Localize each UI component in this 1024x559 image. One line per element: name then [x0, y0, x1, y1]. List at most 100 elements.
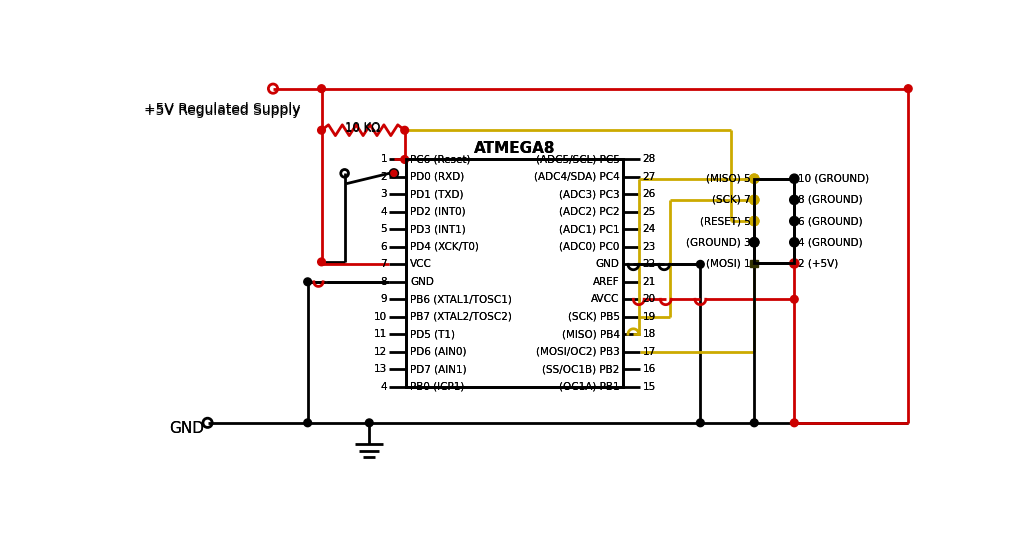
Text: 2 (+5V): 2 (+5V): [798, 258, 839, 268]
Text: 4 (GROUND): 4 (GROUND): [798, 237, 863, 247]
Text: 8 (GROUND): 8 (GROUND): [798, 195, 863, 205]
Text: (SS/OC1B) PB2: (SS/OC1B) PB2: [542, 364, 620, 374]
Circle shape: [790, 195, 799, 205]
Text: PD7 (AIN1): PD7 (AIN1): [410, 364, 467, 374]
Circle shape: [366, 419, 373, 427]
Text: +5V Regulated Supply: +5V Regulated Supply: [144, 104, 301, 118]
Text: GND: GND: [410, 277, 434, 287]
Text: PB7 (XTAL2/TOSC2): PB7 (XTAL2/TOSC2): [410, 312, 512, 322]
Text: 4: 4: [380, 207, 387, 217]
Text: 2: 2: [380, 172, 387, 182]
Text: PD6 (AIN0): PD6 (AIN0): [410, 347, 467, 357]
Bar: [407, 159, 624, 387]
Text: 15: 15: [643, 382, 655, 392]
Text: 6: 6: [380, 242, 387, 252]
Text: (ADC1) PC1: (ADC1) PC1: [559, 224, 620, 234]
Text: 10 (GROUND): 10 (GROUND): [798, 174, 869, 184]
Text: 2 (+5V): 2 (+5V): [798, 258, 839, 268]
Text: (SS/OC1B) PB2: (SS/OC1B) PB2: [542, 364, 620, 374]
Circle shape: [750, 216, 759, 226]
Text: 9: 9: [380, 294, 387, 304]
Text: 20: 20: [643, 294, 655, 304]
Text: ATMEGA8: ATMEGA8: [474, 141, 556, 155]
Text: 7: 7: [380, 259, 387, 269]
Circle shape: [750, 195, 759, 205]
Text: 27: 27: [643, 172, 655, 182]
Text: 17: 17: [643, 347, 655, 357]
Text: (OC1A) PB1: (OC1A) PB1: [559, 382, 620, 392]
Text: (OC1A) PB1: (OC1A) PB1: [559, 382, 620, 392]
Text: 16: 16: [643, 364, 655, 374]
Text: 4 (GROUND): 4 (GROUND): [798, 237, 863, 247]
Text: (ADC2) PC2: (ADC2) PC2: [559, 207, 620, 217]
Text: 26: 26: [643, 190, 655, 200]
Text: 21: 21: [643, 277, 655, 287]
Text: 13: 13: [374, 364, 387, 374]
Text: 20: 20: [643, 294, 655, 304]
Text: 10 (GROUND): 10 (GROUND): [798, 174, 869, 184]
Text: (RESET) 5: (RESET) 5: [699, 216, 751, 226]
Circle shape: [751, 419, 758, 427]
Text: 28: 28: [643, 154, 655, 164]
Text: VCC: VCC: [410, 259, 432, 269]
Text: 6: 6: [380, 242, 387, 252]
Text: 15: 15: [643, 382, 655, 392]
Text: (MISO) PB4: (MISO) PB4: [561, 329, 620, 339]
Text: 24: 24: [643, 224, 655, 234]
Text: 18: 18: [643, 329, 655, 339]
Text: GND: GND: [596, 259, 620, 269]
Text: 22: 22: [643, 259, 655, 269]
Text: (SCK) 7: (SCK) 7: [712, 195, 751, 205]
Text: 23: 23: [643, 242, 655, 252]
Text: (ADC3) PC3: (ADC3) PC3: [559, 190, 620, 200]
Text: AVCC: AVCC: [591, 294, 620, 304]
Text: GND: GND: [596, 259, 620, 269]
Text: PD6 (AIN0): PD6 (AIN0): [410, 347, 467, 357]
Text: GND: GND: [169, 421, 204, 436]
Text: (ADC0) PC0: (ADC0) PC0: [559, 242, 620, 252]
Text: (MOSI) 1: (MOSI) 1: [706, 258, 751, 268]
Circle shape: [750, 216, 759, 226]
Text: 19: 19: [643, 312, 655, 322]
Text: 2: 2: [380, 172, 387, 182]
Circle shape: [400, 126, 409, 134]
Circle shape: [750, 174, 759, 183]
Text: 3: 3: [380, 190, 387, 200]
Text: PD3 (INT1): PD3 (INT1): [410, 224, 466, 234]
Text: (SCK) PB5: (SCK) PB5: [567, 312, 620, 322]
Circle shape: [791, 295, 798, 303]
Text: 26: 26: [643, 190, 655, 200]
Text: (ADC1) PC1: (ADC1) PC1: [559, 224, 620, 234]
Circle shape: [317, 258, 326, 266]
Text: 5: 5: [380, 224, 387, 234]
Text: AREF: AREF: [593, 277, 620, 287]
Text: (GROUND) 3: (GROUND) 3: [686, 237, 751, 247]
Text: (ADC4/SDA) PC4: (ADC4/SDA) PC4: [534, 172, 620, 182]
Text: PD5 (T1): PD5 (T1): [410, 329, 455, 339]
Text: (ADC2) PC2: (ADC2) PC2: [559, 207, 620, 217]
Bar: [751, 259, 758, 267]
Circle shape: [791, 419, 798, 427]
Circle shape: [400, 155, 409, 163]
Text: GND: GND: [410, 277, 434, 287]
Text: 1: 1: [380, 154, 387, 164]
Text: 8 (GROUND): 8 (GROUND): [798, 195, 863, 205]
Text: ATMEGA8: ATMEGA8: [474, 141, 556, 155]
Text: (SCK) PB5: (SCK) PB5: [567, 312, 620, 322]
Circle shape: [750, 238, 759, 247]
Circle shape: [304, 419, 311, 427]
Text: (RESET) 5: (RESET) 5: [699, 216, 751, 226]
Text: PC6 (Reset): PC6 (Reset): [410, 154, 471, 164]
Circle shape: [317, 126, 326, 134]
Text: 4: 4: [380, 207, 387, 217]
Bar: [755, 179, 795, 263]
Text: VCC: VCC: [410, 259, 432, 269]
Circle shape: [696, 260, 705, 268]
Bar: [755, 179, 795, 263]
Text: 25: 25: [643, 207, 655, 217]
Text: PB7 (XTAL2/TOSC2): PB7 (XTAL2/TOSC2): [410, 312, 512, 322]
Text: PD2 (INT0): PD2 (INT0): [410, 207, 466, 217]
Text: PB6 (XTAL1/TOSC1): PB6 (XTAL1/TOSC1): [410, 294, 512, 304]
Text: 23: 23: [643, 242, 655, 252]
Text: (SCK) 7: (SCK) 7: [712, 195, 751, 205]
